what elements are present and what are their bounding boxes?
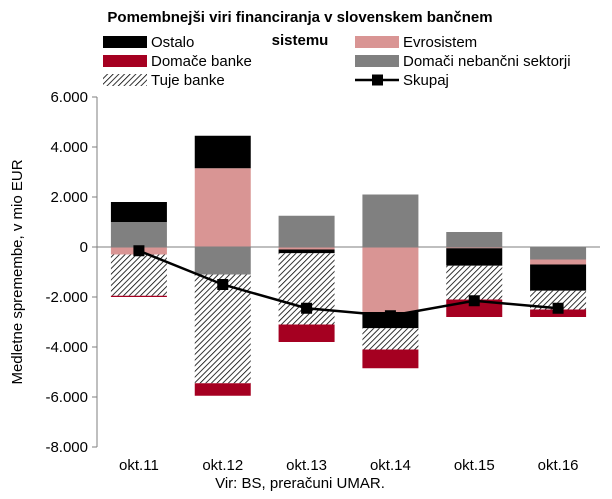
y-tick-label: 4.000 <box>50 139 88 156</box>
x-tick-label: okt.13 <box>286 457 327 474</box>
bar-tuje-okt.12 <box>194 274 251 384</box>
y-tick-label: -8.000 <box>45 439 88 456</box>
bar-nebancni-okt.13 <box>278 215 335 247</box>
skupaj-marker-okt.11 <box>133 245 145 257</box>
legend-label-tuje: Tuje banke <box>151 72 225 89</box>
bar-ostalo-okt.16 <box>530 264 587 291</box>
legend-swatch-domace <box>103 55 147 67</box>
legend-label-domace: Domače banke <box>151 53 252 70</box>
y-tick-label: 2.000 <box>50 189 88 206</box>
legend-swatch-ostalo <box>103 36 147 48</box>
bar-domace-okt.11 <box>110 295 167 297</box>
chart-title: Pomembnejši viri financiranja v slovensk… <box>107 9 492 26</box>
y-tick-label: -2.000 <box>45 289 88 306</box>
x-tick-label: okt.14 <box>370 457 411 474</box>
bar-domace-okt.14 <box>362 349 419 369</box>
skupaj-line <box>138 249 559 318</box>
bar-tuje-okt.14 <box>362 328 419 350</box>
skupaj-line-layer <box>133 245 564 322</box>
legend: Ostalo Evrosistem Domače banke Domači neban… <box>103 34 571 89</box>
axes-layer <box>92 96 600 448</box>
bar-ostalo-okt.12 <box>194 135 251 169</box>
source-note: Vir: BS, preračuni UMAR. <box>215 475 385 492</box>
bar-ostalo-okt.13 <box>278 249 335 254</box>
legend-label-ostalo: Ostalo <box>151 34 194 51</box>
bar-nebancni-okt.14 <box>362 194 419 247</box>
y-tick-label: 6.000 <box>50 89 88 106</box>
x-tick-labels: okt.11 okt.12 okt.13 okt.14 okt.15 okt.16 <box>119 457 578 474</box>
bar-nebancni-okt.16 <box>530 247 587 260</box>
y-tick-labels: 6.000 4.000 2.000 0 -2.000 -4.000 -6.000 -8.000 <box>45 89 88 456</box>
bar-tuje-okt.16 <box>530 290 587 310</box>
legend-swatch-tuje <box>103 74 147 86</box>
bars-layer <box>110 135 587 396</box>
bar-evrosistem-okt.13 <box>278 247 335 250</box>
bar-evrosistem-okt.15 <box>446 247 503 249</box>
x-tick-label: okt.12 <box>202 457 243 474</box>
skupaj-marker-okt.12 <box>217 279 229 290</box>
x-tick-label: okt.15 <box>454 457 495 474</box>
bar-evrosistem-okt.12 <box>194 168 251 247</box>
x-tick-label: okt.16 <box>538 457 579 474</box>
skupaj-marker-okt.13 <box>301 302 313 314</box>
y-tick-label: 0 <box>80 239 88 256</box>
legend-swatch-evrosistem <box>355 36 399 48</box>
bar-ostalo-okt.15 <box>446 248 503 266</box>
x-tick-label: okt.11 <box>119 457 159 474</box>
bar-nebancni-okt.15 <box>446 232 503 247</box>
bar-domace-okt.13 <box>278 324 335 342</box>
legend-label-skupaj: Skupaj <box>403 72 449 89</box>
y-tick-label: -6.000 <box>45 389 88 406</box>
bar-domace-okt.12 <box>194 383 251 396</box>
y-tick-label: -4.000 <box>45 339 88 356</box>
legend-swatch-nebancni <box>355 55 399 67</box>
skupaj-marker-okt.16 <box>552 302 564 314</box>
skupaj-marker-okt.15 <box>468 295 480 307</box>
legend-marker-skupaj <box>372 74 383 86</box>
bar-nebancni-okt.12 <box>194 247 251 275</box>
bar-tuje-okt.15 <box>446 265 503 300</box>
bar-nebancni-okt.11 <box>110 222 167 247</box>
bar-evrosistem-okt.16 <box>530 259 587 265</box>
bar-tuje-okt.13 <box>278 253 335 325</box>
legend-label-nebancni: Domači nebančni sektorji <box>403 53 571 70</box>
bar-ostalo-okt.11 <box>110 202 167 222</box>
legend-label-evrosistem: Evrosistem <box>403 34 477 51</box>
chart-title-line2: sistemu <box>272 32 329 49</box>
skupaj-marker-okt.14 <box>384 310 396 322</box>
bar-tuje-okt.11 <box>110 254 167 296</box>
y-axis-label: Medletne spremembe, v mio EUR <box>9 159 26 384</box>
bar-evrosistem-okt.14 <box>362 247 419 312</box>
